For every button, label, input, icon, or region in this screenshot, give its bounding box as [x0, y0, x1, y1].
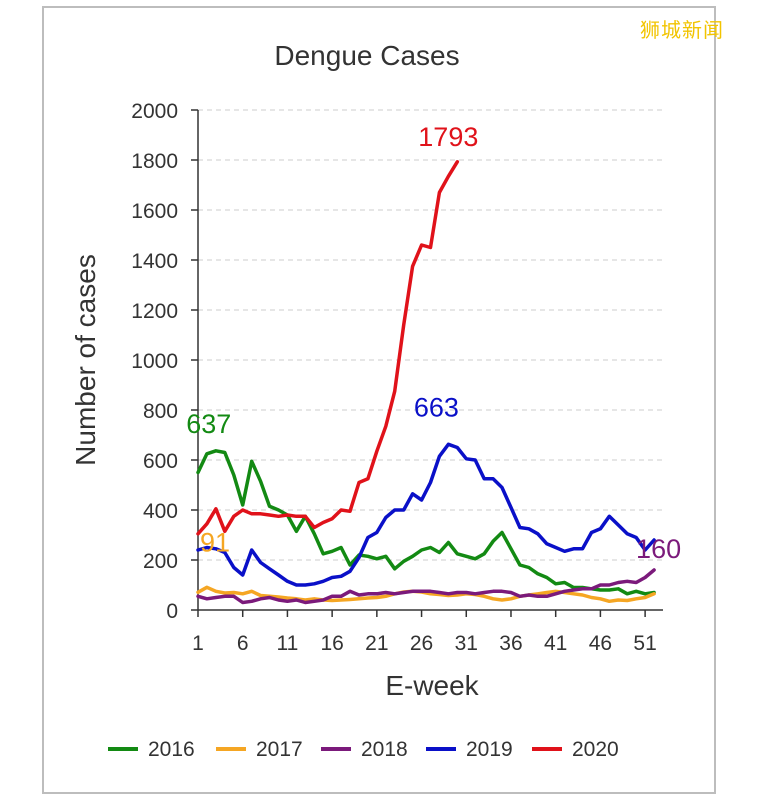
- y-tick-label: 0: [166, 600, 178, 623]
- x-tick-label: 1: [192, 632, 204, 655]
- y-tick-label: 800: [143, 400, 178, 423]
- y-axis-label: Number of cases: [70, 254, 101, 466]
- series-line-2016: [196, 449, 656, 596]
- legend-label-2018: 2018: [361, 738, 408, 761]
- annotations: 637 91 160 663 1793: [186, 122, 681, 564]
- x-tick-label: 26: [410, 632, 433, 655]
- x-tick-label: 6: [237, 632, 249, 655]
- series-line-2019: [196, 442, 656, 587]
- legend: 2016 2017 2018 2019 2020: [108, 738, 619, 761]
- x-axis-label: E-week: [385, 670, 479, 701]
- x-tick-label: 46: [589, 632, 612, 655]
- x-tick-label: 36: [499, 632, 522, 655]
- x-tick-label: 16: [320, 632, 343, 655]
- data-label-2020: 1793: [418, 122, 478, 152]
- watermark-logo: 狮城新闻: [640, 18, 724, 42]
- data-label-2018: 160: [636, 534, 681, 564]
- chart-title: Dengue Cases: [274, 40, 459, 71]
- chart-frame: [42, 6, 716, 794]
- series-line-2020: [196, 160, 460, 536]
- y-tick-label: 1200: [131, 300, 178, 323]
- grid-layer: [198, 109, 663, 561]
- y-tick-label: 200: [143, 550, 178, 573]
- series-layer: [196, 160, 656, 605]
- x-tick-label: 21: [365, 632, 388, 655]
- y-tick-label: 1800: [131, 150, 178, 173]
- y-tick-label: 600: [143, 450, 178, 473]
- data-label-2016: 637: [186, 409, 231, 439]
- legend-label-2016: 2016: [148, 738, 195, 761]
- series-line-2018: [196, 568, 656, 605]
- y-tick-label: 2000: [131, 100, 178, 123]
- x-tick-label: 41: [544, 632, 567, 655]
- y-tick-label: 1600: [131, 200, 178, 223]
- legend-label-2019: 2019: [466, 738, 513, 761]
- y-tick-label: 400: [143, 500, 178, 523]
- x-tick-label: 51: [633, 632, 656, 655]
- x-tick-label: 11: [277, 632, 299, 655]
- y-tick-label: 1400: [131, 250, 178, 273]
- y-tick-label: 1000: [131, 350, 178, 373]
- x-tick-label: 31: [455, 632, 478, 655]
- data-label-2019: 663: [414, 392, 459, 422]
- legend-label-2020: 2020: [572, 738, 619, 761]
- data-label-2017: 91: [200, 527, 230, 557]
- legend-label-2017: 2017: [256, 738, 303, 761]
